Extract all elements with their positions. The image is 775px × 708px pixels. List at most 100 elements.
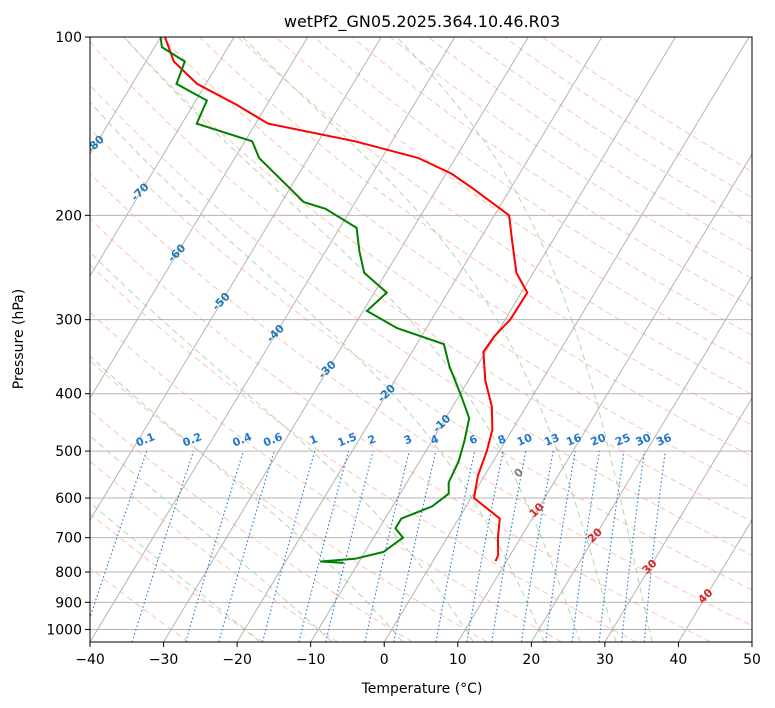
moist-adiabat-line [396,37,653,642]
plot-frame [89,36,753,643]
mixing-ratio-line [298,450,350,642]
mixing-ratio-line [598,451,625,642]
x-tick-label: 10 [449,652,467,668]
x-axis-label: Temperature (°C) [361,681,483,697]
mixing-ratio-label: 20 [589,431,608,449]
dry-adiabat-line [427,37,752,252]
isotherm-label: -10 [430,412,453,435]
isotherm-line [90,37,456,642]
moist-adiabat-line [90,502,261,642]
y-axis: 100 200 300 400 500 600 700 800 900 1000 [46,30,90,638]
isotherm-label: -60 [165,241,188,264]
mixing-ratio-line [435,450,476,642]
y-tick-label: 1000 [46,622,82,638]
dry-adiabat-line [90,513,264,642]
mixing-ratio-line [364,450,410,642]
moist-adiabat-line [242,37,617,642]
dry-adiabat-line [90,217,712,642]
isotherm-line [604,397,752,642]
isotherm-line [383,37,750,642]
moist-adiabat-line [123,37,581,642]
temperature-profile [164,37,529,562]
y-tick-label: 800 [55,565,82,581]
isotherm-label: -80 [84,133,107,156]
isotherm-line [90,37,309,400]
mixing-ratio-label: 25 [613,431,632,449]
y-tick-label: 200 [55,208,82,224]
dry-adiabat-line [504,37,752,199]
mixing-ratio-label: 3 [402,432,414,447]
dewpoint-profile [159,37,471,564]
mixing-ratio-label: 10 [515,431,534,449]
dry-adiabat-line [161,37,752,458]
moist-adiabat-line [90,435,333,642]
mixing-ratio-line [643,451,666,642]
x-tick-label: 50 [743,652,761,668]
isotherm-label: -30 [316,358,339,381]
moist-adiabat-line [90,251,474,642]
x-tick-label: −40 [75,652,105,668]
dry-adiabat-line [466,37,752,225]
chart-title: wetPf2_GN05.2025.364.10.46.R03 [284,12,560,32]
isotherm-line [530,275,752,642]
mixing-ratio-line [571,451,601,642]
mixing-ratio-line [325,450,374,642]
x-tick-label: 40 [670,652,688,668]
isotherm-line [163,37,529,642]
mixing-ratio-line [185,450,244,642]
x-tick-label: −30 [149,652,179,668]
dry-adiabat-line [90,311,562,642]
moist-adiabat-line [90,355,404,642]
y-tick-label: 300 [55,313,82,329]
plot-area: 0.1 0.2 0.4 0.6 1 1.5 2 3 4 6 8 10 13 16 20 25 30 36-100-… [0,37,752,642]
isotherm-label: -20 [375,381,398,404]
y-tick-label: 400 [55,387,82,403]
mixing-ratio-line [261,450,316,642]
isotherm-line [236,37,603,642]
isotherm-label: -100 [0,47,13,76]
dry-adiabat-line [90,41,752,523]
moist-adiabat-line [90,101,545,642]
mixing-ratio-line [90,450,148,620]
mixing-ratio-label: 0.1 [134,430,157,449]
isotherm-line [90,37,382,521]
y-tick-label: 600 [55,491,82,507]
isotherm-label: -40 [264,322,287,345]
y-tick-label: 700 [55,531,82,547]
dry-adiabat-label: 40 [695,586,715,606]
isotherm-label: -70 [128,180,151,203]
mixing-ratio-line [466,450,504,642]
y-tick-label: 100 [55,30,82,46]
isotherm-line [751,641,752,642]
mixing-ratio-label: 0.2 [181,430,204,449]
x-axis: −40 −30 −20 −10 0 10 20 30 40 50 [75,642,761,668]
mixing-ratio-label: 8 [496,432,508,447]
y-axis-label: Pressure (hPa) [11,289,27,389]
dry-adiabat-line [542,37,752,173]
x-tick-label: 30 [596,652,614,668]
mixing-ratio-line [131,450,195,642]
mixing-ratio-label: 6 [467,432,479,447]
dry-adiabat-line [237,37,752,395]
mixing-ratio-label: 13 [542,431,561,449]
dry-adiabat-line [389,37,752,280]
dry-adiabat-line [351,37,752,308]
mixing-ratio-line [545,451,576,642]
mixing-ratio-label: 36 [654,431,673,449]
mixing-ratio-label: 1 [307,432,319,447]
mixing-ratio-label: 16 [564,431,583,449]
dry-adiabat-line [90,172,752,627]
isotherm-line [457,153,752,642]
isotherm-line [678,519,752,642]
mixing-ratio-label: 2 [366,432,378,447]
mixing-ratio-label: 0.4 [231,430,254,449]
dry-adiabat-line [90,567,189,642]
mixing-ratio-line [520,450,554,642]
x-tick-label: 20 [522,652,540,668]
isotherm-label: -50 [210,290,233,313]
dry-adiabat-line [90,84,752,556]
isotherm-label: -90 [38,86,61,109]
dry-adiabat-line [90,409,413,642]
dry-adiabat-line [90,359,488,642]
y-tick-label: 500 [55,444,82,460]
